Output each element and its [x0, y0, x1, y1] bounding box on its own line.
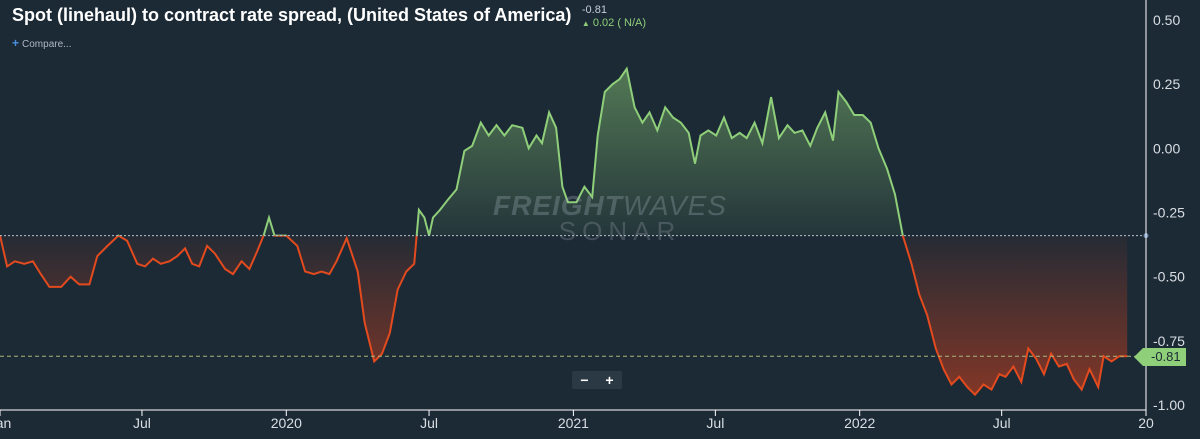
y-tick-label: 0.25: [1153, 76, 1180, 92]
plus-icon: +: [12, 36, 20, 50]
y-tick-label: -0.75: [1153, 333, 1185, 349]
series-line-positive: [0, 66, 904, 236]
zoom-in-button[interactable]: +: [605, 372, 614, 388]
series-line-negative: [0, 235, 1128, 397]
x-tick-label: Jul: [993, 415, 1011, 431]
x-tick-label: 2021: [558, 415, 589, 431]
x-tick-label: 2020: [271, 415, 302, 431]
x-tick-label: 2022: [844, 415, 875, 431]
x-tick-label: Jul: [420, 415, 438, 431]
y-tick-label: -0.50: [1153, 269, 1185, 285]
area-negative: [0, 235, 1128, 395]
zoom-controls: − +: [572, 371, 622, 389]
y-tick-label: -0.25: [1153, 205, 1185, 221]
y-tick-label: 0.00: [1153, 140, 1180, 156]
y-tick-label: 0.50: [1153, 12, 1180, 28]
change-value: ▲ 0.02 ( N/A): [581, 17, 647, 29]
x-tick-label: Jan: [0, 415, 11, 431]
area-positive: [0, 68, 1128, 236]
current-value-badge: -0.81: [1134, 348, 1186, 366]
current-value: -0.81: [581, 4, 607, 16]
compare-button[interactable]: + Compare...: [12, 36, 72, 50]
up-arrow-icon: ▲: [581, 19, 590, 28]
chart-title: Spot (linehaul) to contract rate spread,…: [12, 5, 572, 25]
y-tick-label: -1.00: [1153, 397, 1185, 413]
x-tick-label: 20: [1138, 415, 1154, 431]
value-block: -0.81 ▲ 0.02 ( N/A): [582, 4, 646, 30]
zoom-out-button[interactable]: −: [580, 372, 589, 388]
x-tick-label: Jul: [706, 415, 724, 431]
x-tick-label: Jul: [133, 415, 151, 431]
chart-header: Spot (linehaul) to contract rate spread,…: [12, 4, 646, 30]
